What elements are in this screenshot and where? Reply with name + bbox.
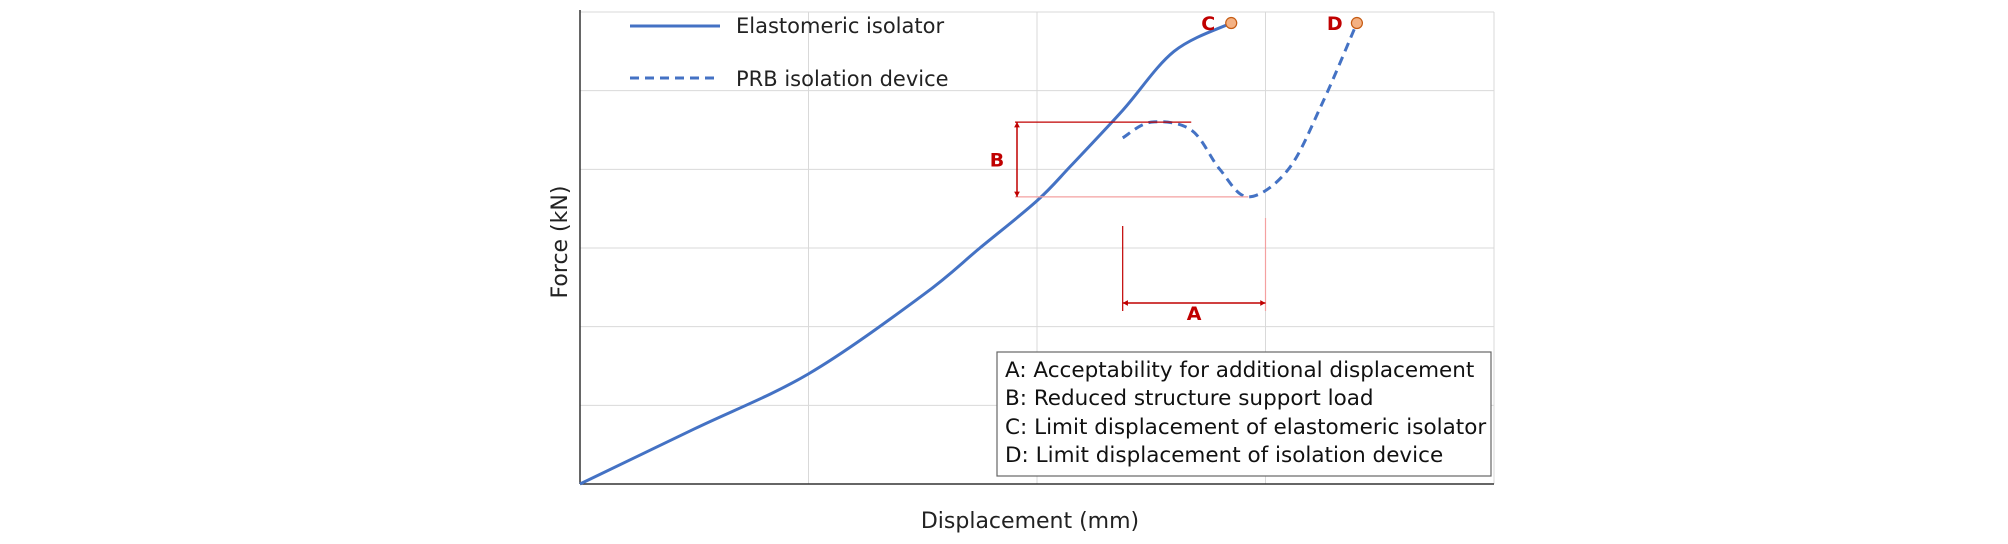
dimension-a-arrow-head bbox=[1122, 300, 1128, 306]
legend-entry-elastomeric: Elastomeric isolator bbox=[736, 14, 944, 38]
annotation-c: C: Limit displacement of elastomeric iso… bbox=[1005, 415, 1486, 440]
gridlines bbox=[580, 11, 1495, 484]
legend: Elastomeric isolator PRB isolation devic… bbox=[630, 14, 949, 91]
series-prb-isolation-device-line bbox=[1121, 22, 1359, 199]
annotation-box-frame bbox=[996, 351, 1492, 477]
dimension-a-arrow-head bbox=[1260, 300, 1266, 306]
annotation-b: B: Reduced structure support load bbox=[1005, 386, 1374, 411]
dimension-b-arrow-head bbox=[1014, 122, 1020, 128]
dimension-b-arrow-head bbox=[1014, 191, 1020, 197]
axes bbox=[579, 10, 1494, 485]
x-axis-title: Displacement (mm) bbox=[921, 509, 1139, 534]
point-d-label: D bbox=[1327, 13, 1343, 35]
dimension-markers: AB bbox=[990, 121, 1267, 325]
legend-entry-prb: PRB isolation device bbox=[736, 67, 949, 91]
y-axis-title: Force (kN) bbox=[548, 186, 573, 299]
dimension-b-label: B bbox=[990, 150, 1004, 172]
annotation-d: D: Limit displacement of isolation devic… bbox=[1005, 443, 1443, 468]
point-c-label: C bbox=[1201, 13, 1215, 35]
annotation-box: A: Acceptability for additional displace… bbox=[996, 351, 1492, 477]
series-elastomeric-isolator-line bbox=[579, 21, 1232, 486]
point-c-marker bbox=[1225, 16, 1238, 30]
dimension-a-label: A bbox=[1187, 303, 1202, 325]
annotation-a: A: Acceptability for additional displace… bbox=[1005, 358, 1474, 383]
point-d-marker bbox=[1350, 16, 1364, 30]
